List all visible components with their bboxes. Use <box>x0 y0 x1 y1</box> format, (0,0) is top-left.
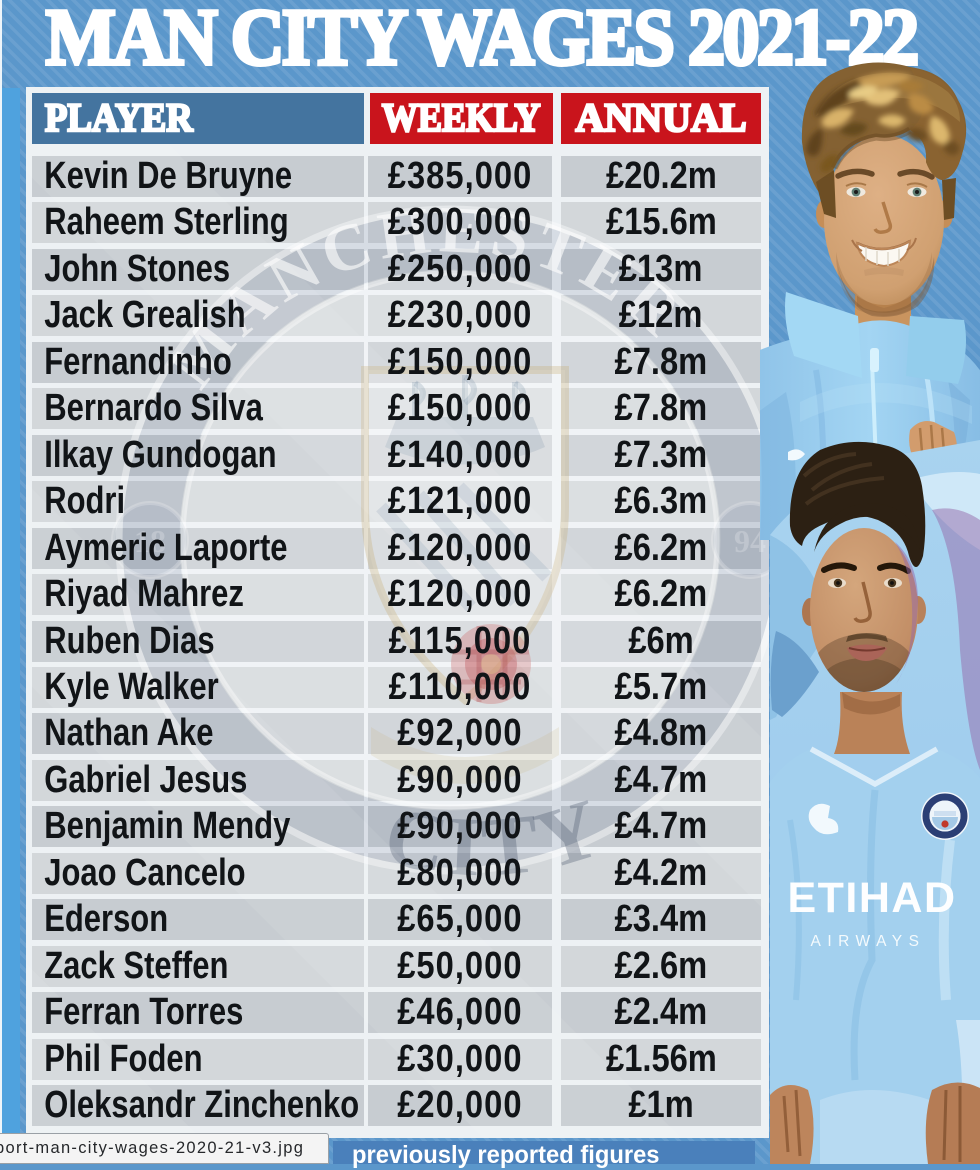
svg-text:18: 18 <box>134 523 166 559</box>
svg-text:AIRWAYS: AIRWAYS <box>811 933 926 950</box>
svg-text:ETIHAD: ETIHAD <box>787 874 956 922</box>
